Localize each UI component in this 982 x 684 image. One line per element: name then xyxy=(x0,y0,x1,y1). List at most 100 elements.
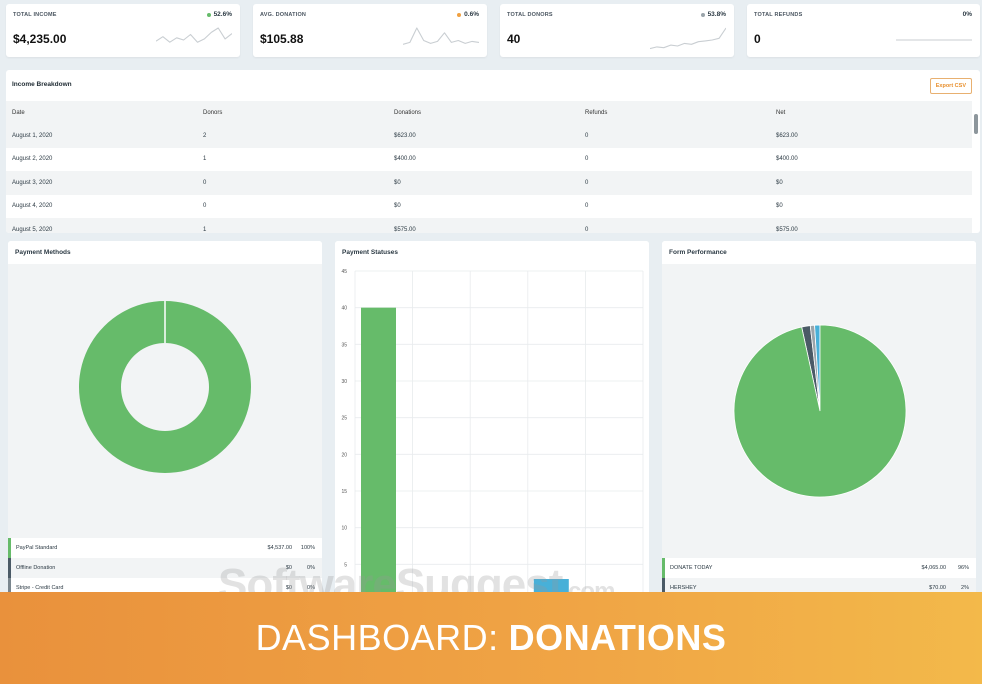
sparkline-path xyxy=(156,27,232,43)
table-row: August 4, 2020 0 $0 0 $0 xyxy=(6,195,972,219)
sparkline-chart xyxy=(650,27,726,50)
column-header-donations[interactable]: Donations xyxy=(388,101,579,124)
cell-date: August 2, 2020 xyxy=(12,156,53,163)
cell-refunds: 0 xyxy=(585,203,589,210)
cell-donations: $0 xyxy=(388,171,579,195)
title-banner: DASHBOARD: DONATIONS xyxy=(0,592,982,684)
form-performance-pie-chart xyxy=(733,324,907,498)
sparkline-chart xyxy=(156,27,232,43)
income-breakdown-card: Income Breakdown Export CSV Date Donors … xyxy=(6,70,980,233)
trend-dot-icon xyxy=(457,12,462,17)
sparkline-chart xyxy=(896,39,972,41)
y-tick-label: 25 xyxy=(341,416,347,422)
legend-percent: 0% xyxy=(307,585,315,591)
cell-donations: $623.00 xyxy=(388,124,579,148)
legend-percent: 100% xyxy=(300,545,315,551)
panel-body: 5 10 15 20 25 30 35 40 45 xyxy=(335,264,649,601)
payment-methods-donut-chart xyxy=(78,301,251,473)
panel-header: Form Performance xyxy=(662,241,976,264)
cell-net: $0 xyxy=(770,171,972,195)
cell-donations: $400.00 xyxy=(394,156,416,163)
banner-prefix: DASHBOARD: xyxy=(255,617,499,658)
kpi-value: $105.88 xyxy=(260,32,304,46)
sparkline-path xyxy=(403,27,479,45)
cell-net: $400.00 xyxy=(776,156,798,163)
table-row: August 3, 2020 0 $0 0 $0 xyxy=(6,171,972,195)
legend-name: HERSHEY xyxy=(670,585,697,591)
payment-statuses-card: Payment Statuses 5 10 15 20 25 30 35 40 45 xyxy=(335,241,649,601)
legend-percent: 0% xyxy=(307,565,315,571)
cell-refunds: 0 xyxy=(579,218,770,233)
cell-refunds: 0 xyxy=(585,156,589,163)
legend-name: DONATE TODAY xyxy=(670,565,713,571)
kpi-value: 40 xyxy=(507,32,521,46)
cell-donors: 1 xyxy=(197,218,388,233)
kpi-change: 0% xyxy=(962,11,972,18)
form-performance-card: Form Performance DONATE TODAY $4,065.00 … xyxy=(662,241,976,601)
cell-net: $623.00 xyxy=(770,124,972,148)
income-breakdown-title: Income Breakdown xyxy=(12,81,72,88)
kpi-card-avg-donation: AVG. DONATION 0.6% $105.88 xyxy=(253,4,487,57)
legend-item-offline[interactable]: Offline Donation $0 0% xyxy=(8,558,322,578)
form-performance-title: Form Performance xyxy=(669,249,727,256)
legend-amount: $4,537.00 xyxy=(267,545,292,551)
cell-donors: 1 xyxy=(203,156,207,163)
export-csv-button[interactable]: Export CSV xyxy=(929,78,972,94)
legend-color-swatch xyxy=(8,558,11,578)
legend-color-swatch xyxy=(8,578,11,598)
payment-methods-title: Payment Methods xyxy=(15,249,71,256)
column-header-refunds[interactable]: Refunds xyxy=(579,101,770,124)
table-scrollbar[interactable] xyxy=(974,114,978,134)
panel-body xyxy=(662,264,976,601)
sparkline-chart xyxy=(403,27,479,45)
panel-header: Payment Methods xyxy=(8,241,322,264)
cell-date: August 4, 2020 xyxy=(12,203,53,210)
income-table: Date Donors Donations Refunds Net August… xyxy=(6,101,972,233)
y-tick-label: 15 xyxy=(341,489,347,495)
cell-net: $0 xyxy=(776,203,783,210)
legend-name: Offline Donation xyxy=(16,565,56,571)
y-tick-label: 40 xyxy=(341,306,347,312)
cell-donations: $0 xyxy=(394,203,401,210)
legend-amount: $0 xyxy=(285,565,292,571)
column-header-donors[interactable]: Donors xyxy=(197,101,388,124)
table-row: August 5, 2020 1 $575.00 0 $575.00 xyxy=(6,218,972,233)
y-tick-label: 35 xyxy=(341,342,347,348)
legend-name: Stripe - Credit Card xyxy=(16,585,64,591)
kpi-label: AVG. DONATION xyxy=(260,12,307,18)
kpi-value: 0 xyxy=(754,32,761,46)
kpi-card-total-donors: TOTAL DONORS 53.8% 40 xyxy=(500,4,734,57)
table-row: August 2, 2020 1 $400.00 0 $400.00 xyxy=(6,148,972,172)
cell-date: August 3, 2020 xyxy=(6,171,197,195)
sparkline-path xyxy=(650,27,726,50)
legend-color-swatch xyxy=(8,538,11,558)
kpi-change: 52.6% xyxy=(206,11,232,18)
kpi-change: 53.8% xyxy=(700,11,726,18)
panel-header: Payment Statuses xyxy=(335,241,649,264)
cell-donors: 2 xyxy=(197,124,388,148)
cell-donors: 0 xyxy=(203,203,207,210)
kpi-value: $4,235.00 xyxy=(13,32,67,46)
kpi-change: 0.6% xyxy=(457,11,479,18)
column-header-date[interactable]: Date xyxy=(6,101,197,124)
cell-refunds: 0 xyxy=(579,124,770,148)
table-row: August 1, 2020 2 $623.00 0 $623.00 xyxy=(6,124,972,148)
legend-amount: $0 xyxy=(285,585,292,591)
trend-dot-icon xyxy=(206,12,211,17)
legend-color-swatch xyxy=(662,558,665,578)
cell-date: August 1, 2020 xyxy=(6,124,197,148)
kpi-label: TOTAL INCOME xyxy=(13,12,57,18)
y-tick-label: 20 xyxy=(341,452,347,458)
legend-item-donate-today[interactable]: DONATE TODAY $4,065.00 96% xyxy=(662,558,976,578)
legend-color-swatch xyxy=(662,578,665,598)
banner-emphasis: DONATIONS xyxy=(508,617,727,658)
cell-refunds: 0 xyxy=(579,171,770,195)
trend-dot-icon xyxy=(700,12,705,17)
kpi-label: TOTAL REFUNDS xyxy=(754,12,803,18)
legend-amount: $4,065.00 xyxy=(921,565,946,571)
legend-item-paypal[interactable]: PayPal Standard $4,537.00 100% xyxy=(8,538,322,558)
kpi-card-total-income: TOTAL INCOME 52.6% $4,235.00 xyxy=(6,4,240,57)
column-header-net[interactable]: Net xyxy=(770,101,972,124)
kpi-card-total-refunds: TOTAL REFUNDS 0% 0 xyxy=(747,4,980,57)
cell-date: August 5, 2020 xyxy=(6,218,197,233)
